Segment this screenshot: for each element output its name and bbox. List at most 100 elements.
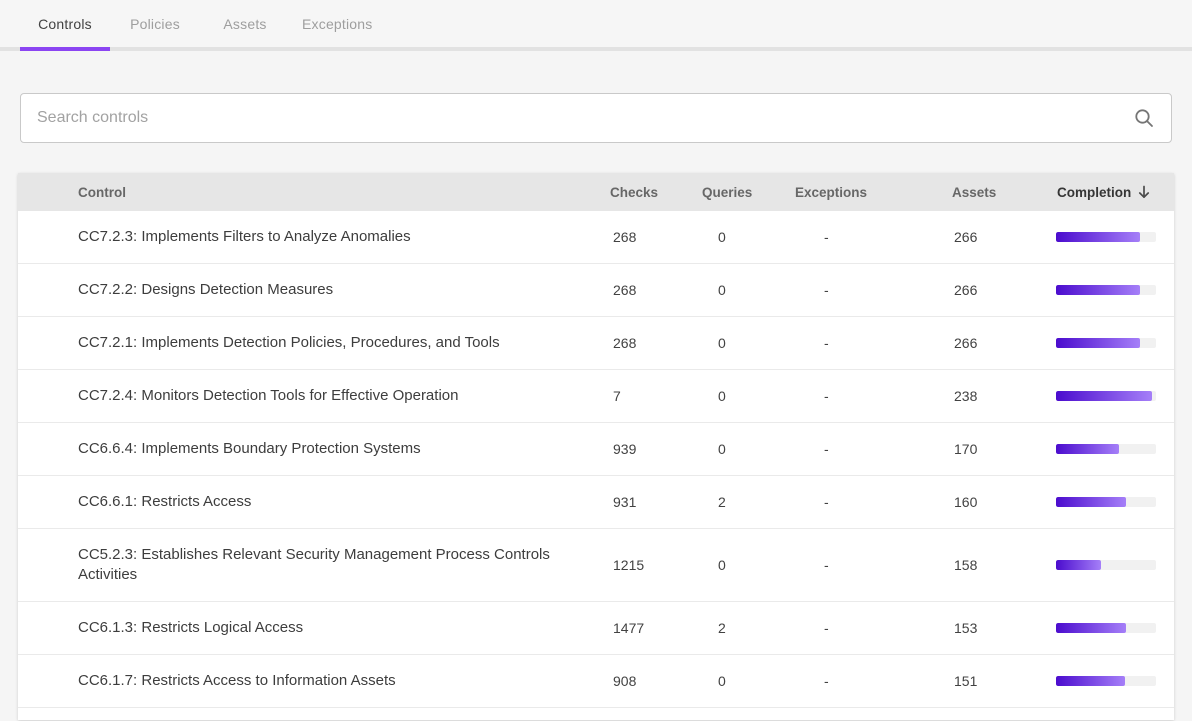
table-row[interactable]: CC6.1.3: Restricts Logical Access 1477 2…	[18, 602, 1174, 655]
tab-bar: Controls Policies Assets Exceptions	[0, 0, 1192, 51]
completion-cell	[1056, 444, 1174, 454]
completion-bar-track	[1056, 623, 1156, 633]
tab-exceptions[interactable]: Exceptions	[290, 0, 384, 47]
control-name-cell: CC7.2.1: Implements Detection Policies, …	[78, 334, 500, 351]
completion-cell	[1056, 232, 1174, 242]
queries-cell: 0	[718, 229, 726, 245]
column-header-exceptions[interactable]: Exceptions	[795, 184, 868, 200]
completion-bar-fill	[1056, 391, 1152, 401]
checks-cell: 939	[613, 441, 637, 457]
completion-cell	[1056, 676, 1174, 686]
table-row[interactable]: CC6.6.4: Implements Boundary Protection …	[18, 423, 1174, 476]
table-row[interactable]: CC6.1.7: Restricts Access to Information…	[18, 655, 1174, 708]
checks-cell: 7	[613, 388, 621, 404]
control-name-cell: CC6.6.1: Restricts Access	[78, 493, 252, 510]
completion-bar-track	[1056, 391, 1156, 401]
queries-cell: 0	[718, 388, 726, 404]
arrow-downward-icon	[1136, 184, 1152, 200]
table-row[interactable]: CC5.2.3: Establishes Relevant Security M…	[18, 529, 1174, 602]
assets-cell: 158	[954, 557, 978, 573]
checks-cell: 1215	[613, 557, 645, 573]
checks-cell: 1477	[613, 620, 645, 636]
table-row-partial	[18, 708, 1174, 720]
assets-cell: 151	[954, 673, 978, 689]
exceptions-cell: -	[824, 494, 829, 510]
column-header-completion[interactable]: Completion	[1056, 184, 1174, 200]
table-body: CC7.2.3: Implements Filters to Analyze A…	[18, 211, 1174, 708]
queries-cell: 0	[718, 282, 726, 298]
control-name-cell: CC6.6.4: Implements Boundary Protection …	[78, 440, 421, 457]
column-header-checks[interactable]: Checks	[610, 184, 659, 200]
assets-cell: 153	[954, 620, 978, 636]
completion-bar-track	[1056, 232, 1156, 242]
search-bar	[20, 93, 1172, 143]
table-row[interactable]: CC7.2.3: Implements Filters to Analyze A…	[18, 211, 1174, 264]
completion-cell	[1056, 338, 1174, 348]
completion-cell	[1056, 623, 1174, 633]
completion-bar-track	[1056, 444, 1156, 454]
tab-label: Controls	[38, 15, 92, 32]
assets-cell: 266	[954, 229, 978, 245]
control-name-cell: CC7.2.2: Designs Detection Measures	[78, 281, 334, 298]
queries-cell: 0	[718, 557, 726, 573]
checks-cell: 268	[613, 335, 637, 351]
tab-policies[interactable]: Policies	[110, 0, 200, 47]
completion-cell	[1056, 285, 1174, 295]
exceptions-cell: -	[824, 620, 829, 636]
assets-cell: 266	[954, 335, 978, 351]
checks-cell: 908	[613, 673, 637, 689]
controls-table: Control Checks Queries Exceptions Assets…	[18, 173, 1174, 720]
assets-cell: 160	[954, 494, 978, 510]
exceptions-cell: -	[824, 441, 829, 457]
queries-cell: 2	[718, 494, 726, 510]
table-row[interactable]: CC7.2.4: Monitors Detection Tools for Ef…	[18, 370, 1174, 423]
exceptions-cell: -	[824, 229, 829, 245]
control-name-cell: CC7.2.3: Implements Filters to Analyze A…	[78, 228, 411, 245]
completion-bar-track	[1056, 338, 1156, 348]
queries-cell: 0	[718, 335, 726, 351]
queries-cell: 0	[718, 673, 726, 689]
completion-bar-fill	[1056, 285, 1140, 295]
queries-cell: 2	[718, 620, 726, 636]
checks-cell: 931	[613, 494, 637, 510]
completion-bar-fill	[1056, 676, 1125, 686]
search-input[interactable]	[20, 93, 1172, 143]
tab-assets[interactable]: Assets	[200, 0, 290, 47]
column-header-assets[interactable]: Assets	[952, 184, 997, 200]
completion-bar-fill	[1056, 560, 1101, 570]
completion-cell	[1056, 497, 1174, 507]
completion-bar-track	[1056, 497, 1156, 507]
checks-cell: 268	[613, 229, 637, 245]
control-name-cell: CC6.1.7: Restricts Access to Information…	[78, 672, 396, 689]
assets-cell: 238	[954, 388, 978, 404]
exceptions-cell: -	[824, 282, 829, 298]
assets-cell: 170	[954, 441, 978, 457]
completion-cell	[1056, 391, 1174, 401]
table-row[interactable]: CC6.6.1: Restricts Access 931 2 - 160	[18, 476, 1174, 529]
exceptions-cell: -	[824, 557, 829, 573]
completion-bar-fill	[1056, 497, 1126, 507]
search-icon[interactable]	[1132, 106, 1156, 130]
exceptions-cell: -	[824, 335, 829, 351]
queries-cell: 0	[718, 441, 726, 457]
column-header-completion-label: Completion	[1057, 184, 1132, 200]
column-header-control[interactable]: Control	[78, 184, 126, 200]
tab-label: Assets	[223, 15, 267, 32]
control-name-cell: CC7.2.4: Monitors Detection Tools for Ef…	[78, 387, 459, 404]
completion-cell	[1056, 560, 1174, 570]
completion-bar-fill	[1056, 444, 1119, 454]
table-row[interactable]: CC7.2.1: Implements Detection Policies, …	[18, 317, 1174, 370]
tab-controls[interactable]: Controls	[20, 0, 110, 51]
column-header-queries[interactable]: Queries	[702, 184, 753, 200]
tab-underline-track	[0, 47, 1192, 51]
exceptions-cell: -	[824, 388, 829, 404]
assets-cell: 266	[954, 282, 978, 298]
completion-bar-fill	[1056, 232, 1140, 242]
tab-label: Exceptions	[302, 15, 373, 32]
completion-bar-track	[1056, 560, 1156, 570]
completion-bar-track	[1056, 285, 1156, 295]
control-name-cell: CC5.2.3: Establishes Relevant Security M…	[78, 546, 550, 583]
exceptions-cell: -	[824, 673, 829, 689]
table-row[interactable]: CC7.2.2: Designs Detection Measures 268 …	[18, 264, 1174, 317]
table-header-row: Control Checks Queries Exceptions Assets…	[18, 173, 1174, 211]
